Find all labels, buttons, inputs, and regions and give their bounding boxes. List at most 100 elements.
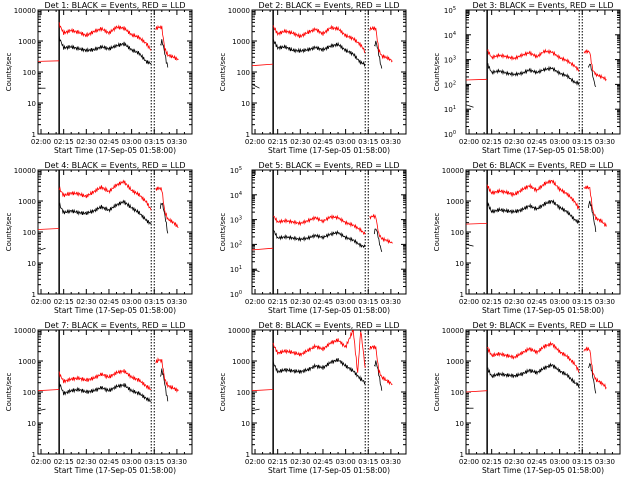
series-line-events [251, 268, 260, 272]
series-line-events [159, 368, 169, 402]
y-tick-exponent: 2 [239, 240, 242, 246]
x-tick-label: 02:15 [482, 458, 502, 466]
series-line-lld [272, 329, 366, 373]
plot-frame [465, 9, 621, 135]
y-tick-label: 100 [451, 389, 464, 397]
series-line-events [251, 408, 260, 412]
x-tick-label: 02:45 [313, 138, 333, 146]
y-tick-label: 10 [27, 260, 36, 268]
plot-frame [251, 329, 407, 455]
x-tick-label: 02:00 [245, 138, 265, 146]
series-line-lld [251, 247, 274, 251]
y-axis-label: Counts/sec [219, 213, 227, 252]
x-tick-label: 02:15 [268, 138, 288, 146]
series-line-lld [58, 22, 152, 51]
y-tick-label: 104 [230, 191, 242, 200]
y-tick-label: 10000 [14, 7, 36, 15]
detector-panel: Det 2: BLACK = Events, RED = LLD 1 10 100 10… [219, 1, 407, 155]
x-tick-label: 03:30 [595, 138, 615, 146]
x-tick-label: 02:45 [99, 458, 119, 466]
y-tick-label: 1000 [18, 198, 36, 206]
series-line-lld [37, 389, 60, 392]
panel-title: Det 8: BLACK = Events, RED = LLD [259, 321, 400, 330]
series-line-events [58, 35, 152, 65]
y-tick-label: 1000 [18, 38, 36, 46]
detector-panel: Det 8: BLACK = Events, RED = LLD 1 10 100 10… [219, 321, 407, 475]
x-tick-label: 03:15 [572, 298, 592, 306]
y-tick-exponent: 2 [453, 80, 456, 86]
y-tick-label: 10000 [228, 7, 250, 15]
x-tick-label: 02:00 [31, 138, 51, 146]
x-tick-label: 03:15 [572, 458, 592, 466]
y-tick-label: 1 [32, 291, 36, 299]
series-line-events [160, 39, 169, 68]
y-axis-label: Counts/sec [433, 53, 441, 92]
y-tick-label: 100 [444, 130, 456, 139]
x-tick-label: 03:30 [595, 298, 615, 306]
x-tick-label: 02:30 [290, 458, 310, 466]
y-tick-label: 10 [455, 260, 464, 268]
x-tick-label: 02:00 [459, 138, 479, 146]
series-line-lld [251, 63, 274, 67]
detector-panel: Det 7: BLACK = Events, RED = LLD 1 10 100 10… [5, 321, 193, 475]
y-tick-label: 100 [230, 290, 242, 299]
series-line-events [272, 358, 366, 385]
series-line-events [373, 360, 383, 391]
series-line-events [486, 199, 580, 224]
series-line-events [373, 40, 383, 69]
x-tick-label: 02:30 [504, 298, 524, 306]
series-line-lld [583, 185, 607, 227]
plot-frame [251, 169, 407, 295]
y-tick-exponent: 1 [453, 105, 456, 111]
y-tick-exponent: 5 [453, 6, 456, 12]
x-tick-label: 02:30 [504, 138, 524, 146]
x-tick-label: 02:30 [76, 298, 96, 306]
y-tick-exponent: 5 [239, 166, 242, 172]
plot-frame [465, 329, 621, 455]
detector-panel: Det 3: BLACK = Events, RED = LLD10010110… [433, 1, 621, 155]
y-tick-label: 102 [444, 80, 456, 89]
panel-title: Det 9: BLACK = Events, RED = LLD [473, 321, 614, 330]
y-axis-label: Counts/sec [433, 213, 441, 252]
y-axis-label: Counts/sec [219, 53, 227, 92]
series-line-events [251, 83, 260, 89]
x-tick-label: 02:00 [459, 298, 479, 306]
series-line-lld [251, 389, 274, 392]
series-line-events [58, 199, 152, 225]
series-line-lld [273, 213, 366, 236]
x-tick-label: 03:00 [122, 458, 142, 466]
y-tick-label: 1000 [232, 38, 250, 46]
x-tick-label: 02:15 [54, 298, 74, 306]
series-line-lld [465, 223, 488, 225]
plot-frame [37, 169, 193, 295]
y-tick-label: 101 [230, 265, 242, 274]
x-tick-label: 02:15 [268, 458, 288, 466]
x-tick-label: 02:00 [245, 298, 265, 306]
detector-panel: Det 9: BLACK = Events, RED = LLD 1 10 100 10… [433, 321, 621, 475]
x-tick-label: 02:45 [313, 298, 333, 306]
x-tick-label: 03:00 [550, 138, 570, 146]
series-line-lld [155, 24, 179, 61]
y-tick-label: 1 [32, 131, 36, 139]
x-tick-label: 03:30 [595, 458, 615, 466]
series-line-lld [369, 25, 393, 63]
x-axis-label: Start Time (17-Sep-05 01:58:00) [54, 146, 176, 155]
y-tick-label: 10000 [442, 167, 464, 175]
y-tick-label: 1 [246, 131, 250, 139]
series-line-lld [155, 357, 179, 393]
series-line-events [587, 63, 597, 88]
detector-panel: Det 5: BLACK = Events, RED = LLD10010110… [219, 161, 407, 315]
y-tick-label: 10000 [228, 327, 250, 335]
y-tick-label: 1000 [446, 358, 464, 366]
y-axis-label: Counts/sec [5, 53, 13, 92]
y-tick-exponent: 4 [453, 31, 456, 37]
series-line-events [37, 247, 46, 252]
series-line-lld [486, 341, 580, 373]
series-line-lld [465, 390, 488, 393]
y-axis-label: Counts/sec [433, 373, 441, 412]
y-tick-label: 105 [230, 166, 242, 175]
x-tick-label: 02:00 [245, 458, 265, 466]
x-axis-label: Start Time (17-Sep-05 01:58:00) [268, 466, 390, 475]
series-line-events [486, 63, 580, 86]
series-line-lld [583, 49, 607, 82]
